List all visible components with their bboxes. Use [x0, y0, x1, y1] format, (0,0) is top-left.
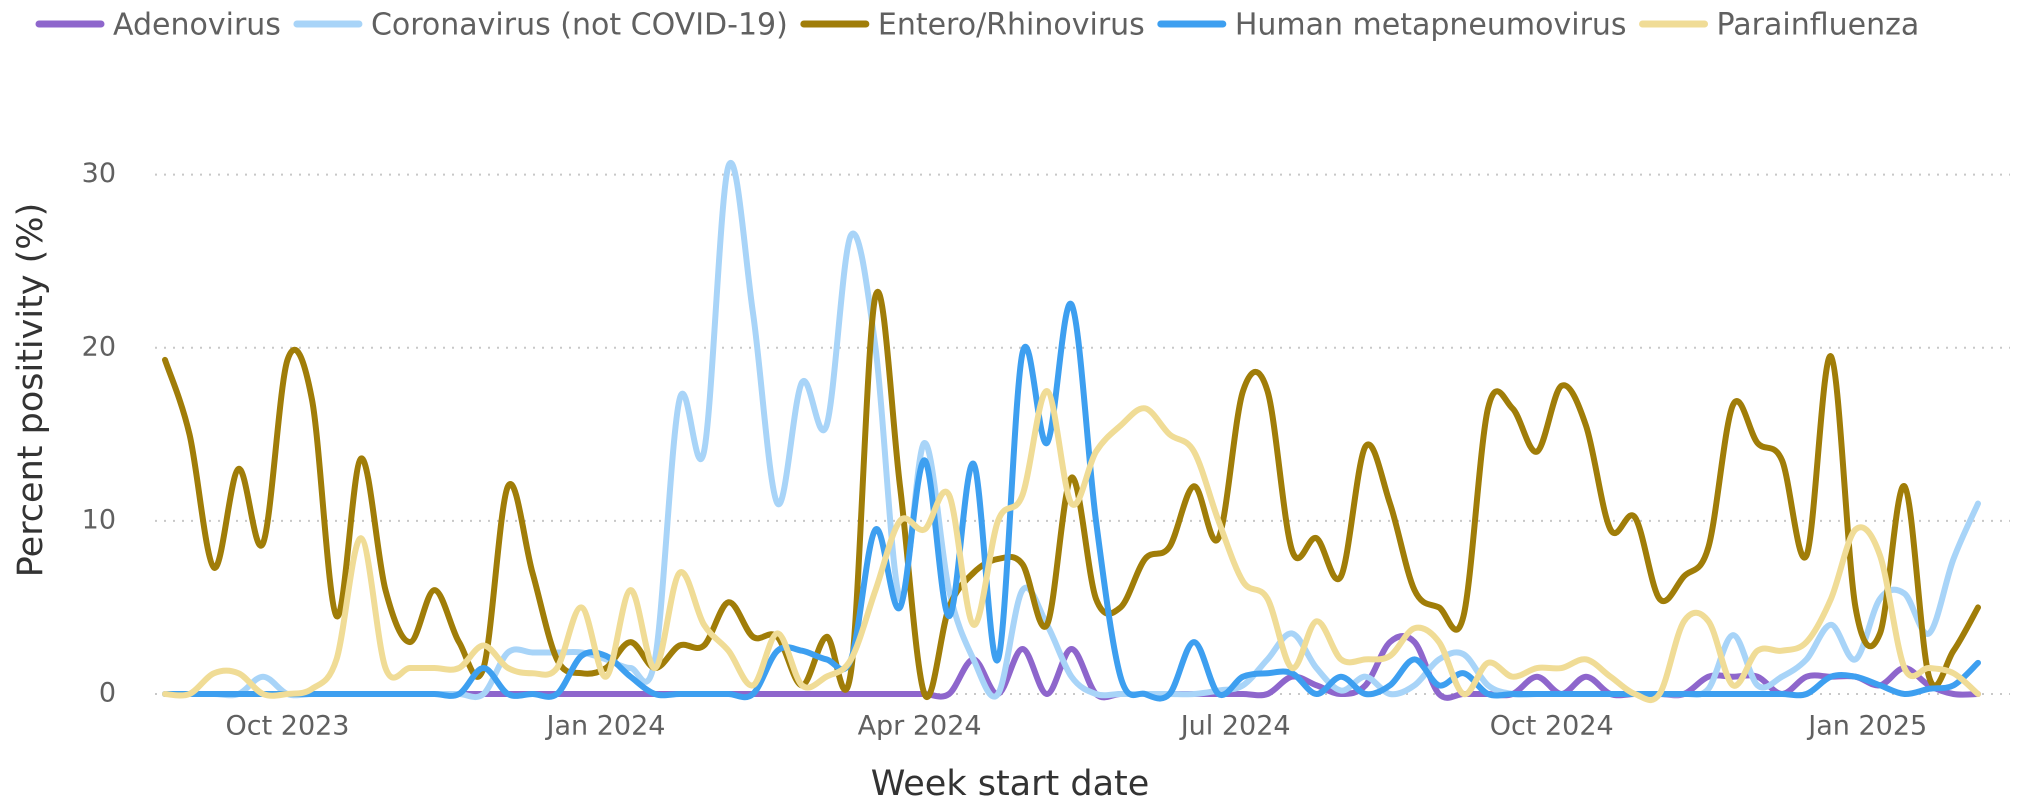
grid: 0 10 20 30 Oct 2023 Jan 2024 Apr 2024 Jul 2024 O…	[82, 158, 2010, 742]
x-tick-label: Jan 2024	[545, 711, 666, 742]
legend-label: Human metapneumovirus	[1235, 8, 1627, 43]
x-axis-title: Week start date	[871, 764, 1150, 804]
series-line	[162, 289, 1981, 700]
y-axis-title: Percent positivity (%)	[11, 203, 51, 577]
series-line	[162, 388, 1981, 704]
legend-label: Adenovirus	[113, 8, 281, 43]
x-tick-label: Oct 2024	[1490, 711, 1614, 742]
legend-label: Entero/Rhinovirus	[878, 8, 1145, 43]
lines	[162, 160, 1981, 704]
legend: Adenovirus Coronavirus (not COVID-19) Ente…	[35, 8, 1920, 43]
x-tick-label: Oct 2023	[226, 711, 350, 742]
x-tick-label: Apr 2024	[858, 711, 982, 742]
y-tick-label: 30	[82, 158, 116, 189]
x-tick-label: Jul 2024	[1179, 711, 1291, 742]
legend-label: Coronavirus (not COVID-19)	[371, 8, 788, 43]
x-tick-label: Jan 2025	[1806, 711, 1927, 742]
legend-label: Parainfluenza	[1717, 8, 1920, 43]
y-tick-label: 10	[82, 504, 116, 535]
y-tick-label: 20	[82, 331, 116, 362]
series-line	[162, 300, 1981, 702]
y-tick-label: 0	[99, 678, 116, 709]
